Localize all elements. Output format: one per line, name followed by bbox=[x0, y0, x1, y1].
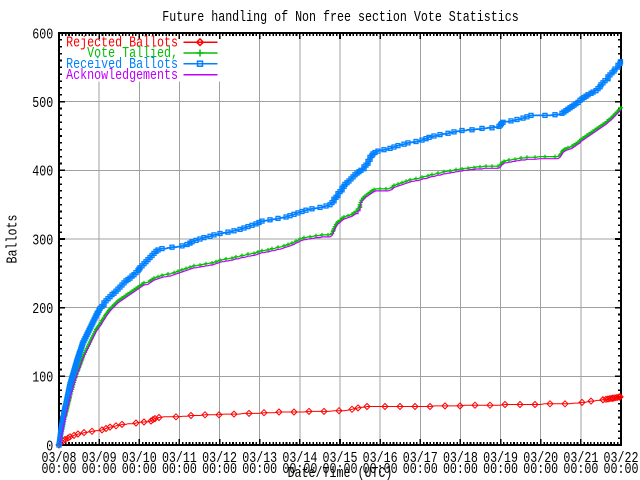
svg-text:03/20: 03/20 bbox=[523, 451, 558, 468]
svg-text:03/17: 03/17 bbox=[403, 451, 438, 468]
svg-text:300: 300 bbox=[32, 233, 53, 250]
svg-text:00:00: 00:00 bbox=[483, 462, 518, 479]
svg-text:00:00: 00:00 bbox=[122, 462, 157, 479]
svg-text:00:00: 00:00 bbox=[42, 462, 77, 479]
svg-text:03/16: 03/16 bbox=[363, 451, 398, 468]
svg-text:00:00: 00:00 bbox=[604, 462, 639, 479]
svg-text:03/13: 03/13 bbox=[242, 451, 277, 468]
svg-text:00:00: 00:00 bbox=[523, 462, 558, 479]
svg-text:00:00: 00:00 bbox=[363, 462, 398, 479]
svg-text:00:00: 00:00 bbox=[282, 462, 317, 479]
svg-text:03/08: 03/08 bbox=[42, 451, 77, 468]
svg-text:00:00: 00:00 bbox=[202, 462, 237, 479]
svg-text:03/11: 03/11 bbox=[162, 451, 197, 468]
svg-text:0: 0 bbox=[46, 439, 53, 456]
svg-text:03/14: 03/14 bbox=[282, 451, 317, 468]
svg-text:03/09: 03/09 bbox=[82, 451, 117, 468]
svg-text:00:00: 00:00 bbox=[82, 462, 117, 479]
svg-text:200: 200 bbox=[32, 302, 53, 319]
svg-text:00:00: 00:00 bbox=[443, 462, 478, 479]
svg-text:00:00: 00:00 bbox=[162, 462, 197, 479]
svg-text:500: 500 bbox=[32, 96, 53, 113]
svg-text:100: 100 bbox=[32, 370, 53, 387]
svg-text:00:00: 00:00 bbox=[403, 462, 438, 479]
svg-text:00:00: 00:00 bbox=[563, 462, 598, 479]
svg-text:Date/Time (UTC): Date/Time (UTC) bbox=[288, 466, 393, 480]
svg-text:03/12: 03/12 bbox=[202, 451, 237, 468]
svg-text:03/22: 03/22 bbox=[604, 451, 639, 468]
svg-text:03/18: 03/18 bbox=[443, 451, 478, 468]
svg-text:Ballots: Ballots bbox=[5, 215, 22, 264]
svg-text:03/19: 03/19 bbox=[483, 451, 518, 468]
svg-text:600: 600 bbox=[32, 27, 53, 44]
svg-text:400: 400 bbox=[32, 164, 53, 181]
svg-text:03/21: 03/21 bbox=[563, 451, 598, 468]
svg-text:Rejected Ballots: Rejected Ballots bbox=[66, 35, 178, 52]
svg-text:00:00: 00:00 bbox=[323, 462, 358, 479]
svg-text:Future handling of Non free se: Future handling of Non free section Vote… bbox=[162, 10, 518, 27]
svg-text:03/15: 03/15 bbox=[323, 451, 358, 468]
svg-text:00:00: 00:00 bbox=[242, 462, 277, 479]
svg-text:Vote Tallied,: Vote Tallied, bbox=[87, 46, 178, 63]
svg-text:03/10: 03/10 bbox=[122, 451, 157, 468]
svg-text:Acknowledgements: Acknowledgements bbox=[66, 68, 178, 85]
svg-text:Received Ballots: Received Ballots bbox=[66, 57, 178, 74]
